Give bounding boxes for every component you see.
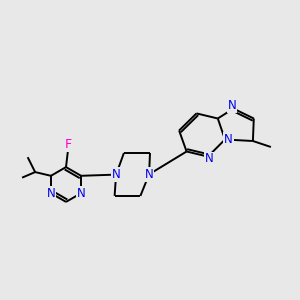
Text: N: N (145, 168, 154, 181)
Text: N: N (224, 133, 233, 146)
Text: N: N (205, 152, 214, 166)
Text: F: F (64, 138, 71, 151)
Text: N: N (46, 187, 55, 200)
Text: N: N (77, 187, 85, 200)
Text: N: N (227, 99, 236, 112)
Text: N: N (112, 168, 121, 181)
